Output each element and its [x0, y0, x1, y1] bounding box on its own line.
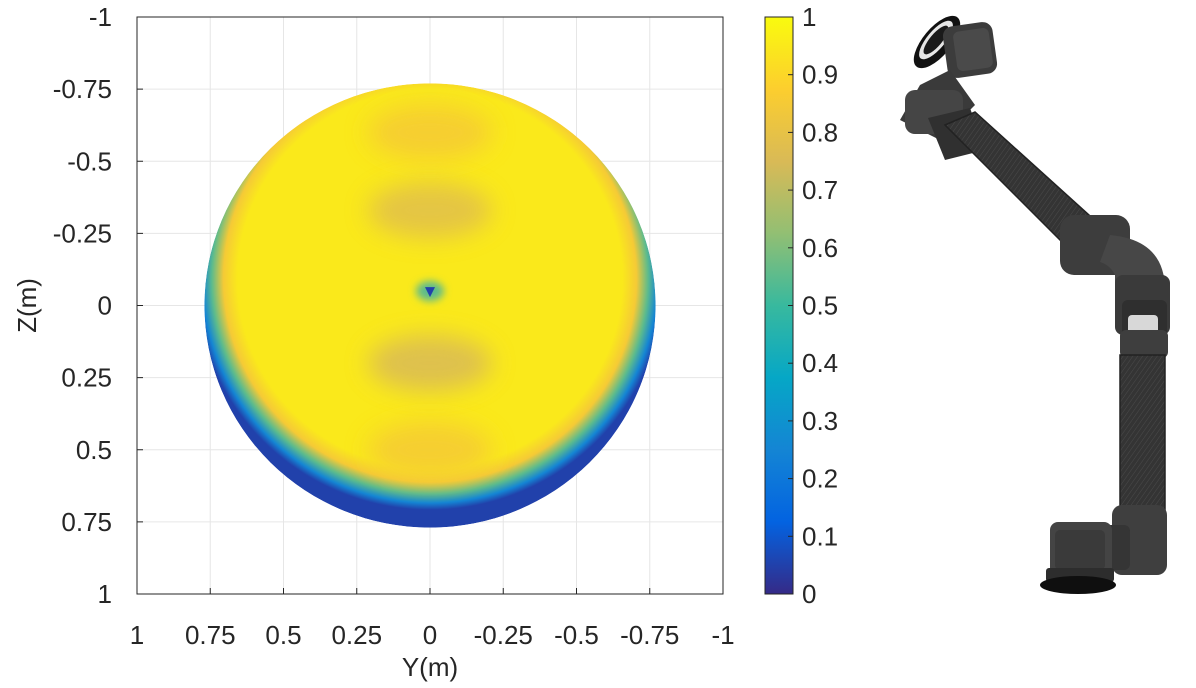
y-tick-label: -1	[89, 2, 112, 32]
colorbar-tick-label: 0.3	[802, 406, 838, 436]
colorbar-gradient	[764, 16, 794, 595]
x-tick-label: -0.5	[554, 620, 599, 650]
manipulability-band	[368, 104, 492, 161]
x-tick-label: 0.5	[265, 620, 301, 650]
workspace-disk	[204, 83, 656, 528]
y-tick-label: 0.25	[61, 363, 112, 393]
colorbar-tick-label: 0	[802, 579, 816, 609]
colorbar-tick-label: 0.5	[802, 291, 838, 321]
y-axis-label: Z(m)	[12, 278, 42, 333]
y-tick-label: 1	[98, 579, 112, 609]
manipulability-band	[368, 335, 492, 392]
manipulability-band	[368, 182, 492, 239]
x-tick-label: 1	[130, 620, 144, 650]
y-tick-label: 0.5	[76, 435, 112, 465]
y-tick-label: -0.5	[67, 146, 112, 176]
workspace-heatmap	[204, 83, 656, 528]
colorbar-tick-label: 0.8	[802, 117, 838, 147]
x-tick-label: -0.25	[474, 620, 533, 650]
x-tick-label: -1	[711, 620, 734, 650]
colorbar-tick-label: 0.6	[802, 233, 838, 263]
x-tick-label: 0.25	[331, 620, 382, 650]
singularity-point	[425, 287, 435, 298]
y-tick-label: 0	[98, 291, 112, 321]
x-tick-label: 0	[423, 620, 437, 650]
x-tick-label: -0.75	[620, 620, 679, 650]
robot-arm-icon	[900, 15, 1170, 594]
manipulability-band	[368, 421, 492, 478]
plot-area: 1 0.75 0.5 0.25 0 -0.25 -0.5 -0.75 -1 -1 -0.75 -0.…	[12, 2, 735, 682]
colorbar-tick-label: 0.1	[802, 521, 838, 551]
colorbar: 0 0.1 0.2 0.3 0.4 0.5 0.6 0.7 0.8 0.9 1	[764, 2, 838, 609]
colorbar-ticks: 0 0.1 0.2 0.3 0.4 0.5 0.6 0.7 0.8 0.9 1	[788, 2, 838, 609]
colorbar-tick-label: 0.2	[802, 464, 838, 494]
x-tick-label: 0.75	[185, 620, 236, 650]
y-tick-label: -0.25	[53, 218, 112, 248]
colorbar-tick-label: 0.7	[802, 175, 838, 205]
colorbar-tick-label: 0.9	[802, 60, 838, 90]
x-axis-label: Y(m)	[402, 652, 458, 682]
colorbar-tick-label: 1	[802, 2, 816, 32]
x-axis-ticks: 1 0.75 0.5 0.25 0 -0.25 -0.5 -0.75 -1	[130, 588, 735, 650]
y-tick-label: -0.75	[53, 74, 112, 104]
y-tick-label: 0.75	[61, 507, 112, 537]
colorbar-tick-label: 0.4	[802, 348, 838, 378]
y-axis-ticks: -1 -0.75 -0.5 -0.25 0 0.25 0.5 0.75 1	[53, 2, 143, 609]
